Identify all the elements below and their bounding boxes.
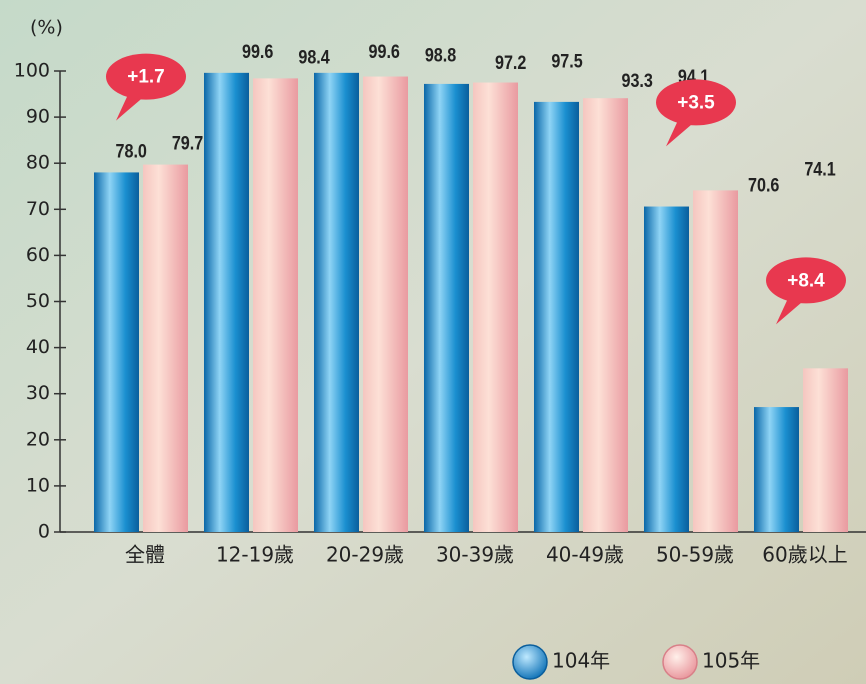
callout-bubble [666, 120, 694, 147]
bar [94, 172, 139, 533]
x-tick-label: 40-49歲 [546, 543, 624, 567]
value-label: 74.1 [804, 158, 836, 180]
bar [754, 407, 799, 532]
y-tick-label: 100 [14, 60, 50, 82]
bar [803, 368, 848, 532]
callout-bubble [656, 79, 736, 126]
callout-bubble [776, 298, 804, 325]
x-tick-label: 全體 [125, 543, 165, 567]
value-label: 97.2 [495, 52, 527, 74]
y-axis-label: (%) [30, 17, 63, 39]
bar [644, 206, 689, 532]
y-tick-label: 60 [26, 244, 50, 266]
bar [314, 72, 359, 533]
y-tick-label: 90 [26, 106, 50, 128]
annotation: +1.7 [127, 67, 165, 88]
legend-label: 105年 [702, 649, 760, 673]
callout-bubble [766, 257, 846, 304]
y-tick-label: 10 [26, 474, 50, 496]
annotation: +3.5 [677, 92, 715, 113]
value-label: 99.6 [242, 41, 274, 63]
bar [534, 101, 579, 533]
value-label: 97.5 [551, 50, 583, 72]
callout-bubble [106, 53, 186, 100]
bar [473, 82, 518, 533]
bar [143, 164, 188, 532]
y-tick-label: 80 [26, 152, 50, 174]
value-label: 78.0 [115, 140, 147, 162]
legend-swatch [512, 644, 548, 680]
callout-bubble [116, 94, 144, 121]
bar [424, 83, 469, 533]
x-tick-label: 20-29歲 [326, 543, 404, 567]
y-tick-label: 30 [26, 382, 50, 404]
bar [363, 76, 408, 533]
legend-swatch [662, 644, 698, 680]
y-tick-label: 70 [26, 198, 50, 220]
y-tick-label: 50 [26, 290, 50, 312]
x-tick-label: 60歲以上 [762, 543, 847, 567]
value-label: 70.6 [748, 174, 780, 196]
value-label: 99.6 [368, 41, 400, 63]
value-label: 98.4 [298, 46, 330, 68]
bar [253, 78, 298, 532]
bar [583, 98, 628, 532]
y-tick-label: 40 [26, 336, 50, 358]
x-tick-label: 30-39歲 [436, 543, 514, 567]
x-tick-label: 12-19歲 [216, 543, 294, 567]
legend-label: 104年 [552, 649, 610, 673]
y-tick-label: 0 [38, 521, 50, 543]
x-tick-label: 50-59歲 [656, 543, 734, 567]
value-label: 98.8 [425, 44, 457, 66]
value-label: 93.3 [621, 70, 653, 92]
y-tick-label: 20 [26, 428, 50, 450]
value-label: 79.7 [172, 132, 204, 154]
bar [693, 190, 738, 533]
annotation: +8.4 [787, 270, 825, 291]
bar [204, 72, 249, 533]
